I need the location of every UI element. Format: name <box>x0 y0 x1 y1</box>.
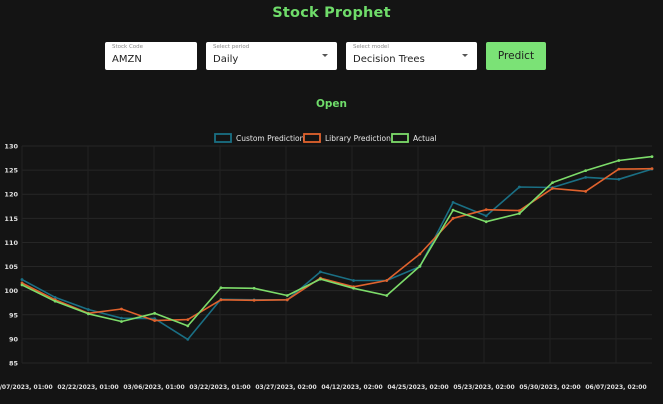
data-point <box>120 307 123 311</box>
legend-swatch <box>214 133 232 143</box>
model-value: Decision Trees <box>353 54 425 65</box>
data-point <box>584 169 588 172</box>
chevron-down-icon[interactable] <box>322 54 328 57</box>
app-title: Stock Prophet <box>272 5 391 21</box>
data-point <box>385 294 389 297</box>
y-tick-label: 125 <box>4 167 18 175</box>
data-point <box>285 298 289 302</box>
line-chart: 85 90 95 100 105 110 115 120 125 130 02/07/2023, 0… <box>0 133 654 391</box>
y-tick-label: 110 <box>4 239 18 247</box>
x-tick-label: 02/07/2023, 01:00 <box>0 384 53 391</box>
period-label: Select period <box>213 44 250 50</box>
data-point <box>20 283 24 287</box>
y-tick-label: 100 <box>4 287 18 295</box>
legend-label: Actual <box>413 134 437 143</box>
y-tick-label: 90 <box>9 335 19 343</box>
data-point <box>153 317 157 321</box>
x-tick-label: 03/27/2023, 02:00 <box>255 384 316 391</box>
data-point <box>252 286 256 290</box>
data-point <box>584 175 588 179</box>
stock-code-input[interactable]: Stock Code AMZN <box>105 42 197 70</box>
data-point <box>120 316 123 320</box>
y-tick-label: 105 <box>4 263 18 271</box>
stock-code-value[interactable]: AMZN <box>112 54 142 65</box>
period-select[interactable]: Select period Daily <box>206 42 337 70</box>
data-point <box>20 281 24 285</box>
legend-swatch <box>303 133 321 143</box>
period-value: Daily <box>213 54 239 65</box>
data-point <box>484 220 488 224</box>
data-point <box>484 214 488 218</box>
data-point <box>617 167 621 171</box>
data-point <box>153 319 157 322</box>
data-point <box>285 294 289 297</box>
x-tick-label: 05/23/2023, 02:00 <box>453 384 514 391</box>
x-tick-label: 02/22/2023, 01:00 <box>57 384 118 391</box>
y-tick-label: 120 <box>4 191 18 199</box>
data-point <box>219 286 223 290</box>
data-point <box>319 277 322 281</box>
data-point <box>186 324 190 328</box>
data-point <box>617 177 621 181</box>
data-point <box>319 270 322 274</box>
data-point <box>650 167 654 171</box>
data-point <box>86 312 90 316</box>
data-point <box>551 187 554 190</box>
data-point <box>418 264 422 268</box>
y-tick-label: 115 <box>4 215 18 223</box>
data-point <box>650 155 654 159</box>
data-point <box>517 185 521 189</box>
x-tick-label: 06/07/2023, 02:00 <box>585 384 646 391</box>
legend-label: Library Prediction <box>325 134 391 143</box>
data-point <box>517 209 521 213</box>
model-label: Select model <box>353 44 389 50</box>
data-point <box>451 208 455 212</box>
data-point <box>352 279 355 282</box>
x-tick-label: 03/06/2023, 01:00 <box>123 384 184 391</box>
data-point <box>484 208 488 212</box>
chart-title: Open <box>315 98 348 110</box>
x-tick-label: 04/25/2023, 02:00 <box>387 384 448 391</box>
stock-code-label: Stock Code <box>112 44 144 50</box>
legend-swatch <box>391 133 409 143</box>
chevron-down-icon[interactable] <box>462 54 468 57</box>
data-point <box>517 212 521 215</box>
data-point <box>451 201 455 204</box>
data-point <box>352 286 355 290</box>
data-point <box>20 278 24 281</box>
data-point <box>451 216 455 220</box>
data-point <box>153 311 157 315</box>
series-line-1 <box>21 167 653 322</box>
series-line-2 <box>21 155 653 327</box>
x-tick-label: 05/30/2023, 02:00 <box>519 384 580 391</box>
model-select[interactable]: Select model Decision Trees <box>346 42 477 70</box>
x-tick-label: 03/22/2023, 01:00 <box>189 384 250 391</box>
data-point <box>53 296 57 299</box>
data-point <box>551 181 554 185</box>
controls-bar: Stock Code AMZN Select period Daily Sele… <box>0 42 663 70</box>
y-tick-label: 130 <box>4 143 18 151</box>
data-point <box>186 337 190 341</box>
data-point <box>186 318 190 321</box>
data-point <box>617 159 621 162</box>
x-tick-label: 04/12/2023, 02:00 <box>321 384 382 391</box>
data-point <box>418 252 422 256</box>
legend-label: Custom Prediction <box>236 134 305 143</box>
data-point <box>252 298 256 302</box>
data-point <box>53 299 57 303</box>
predict-button[interactable]: Predict <box>486 42 546 70</box>
data-point <box>86 308 90 311</box>
data-point <box>120 320 123 323</box>
y-tick-label: 95 <box>9 311 19 319</box>
data-point <box>584 189 588 193</box>
data-point <box>219 298 223 302</box>
data-point <box>385 279 389 282</box>
y-tick-label: 85 <box>9 360 19 368</box>
